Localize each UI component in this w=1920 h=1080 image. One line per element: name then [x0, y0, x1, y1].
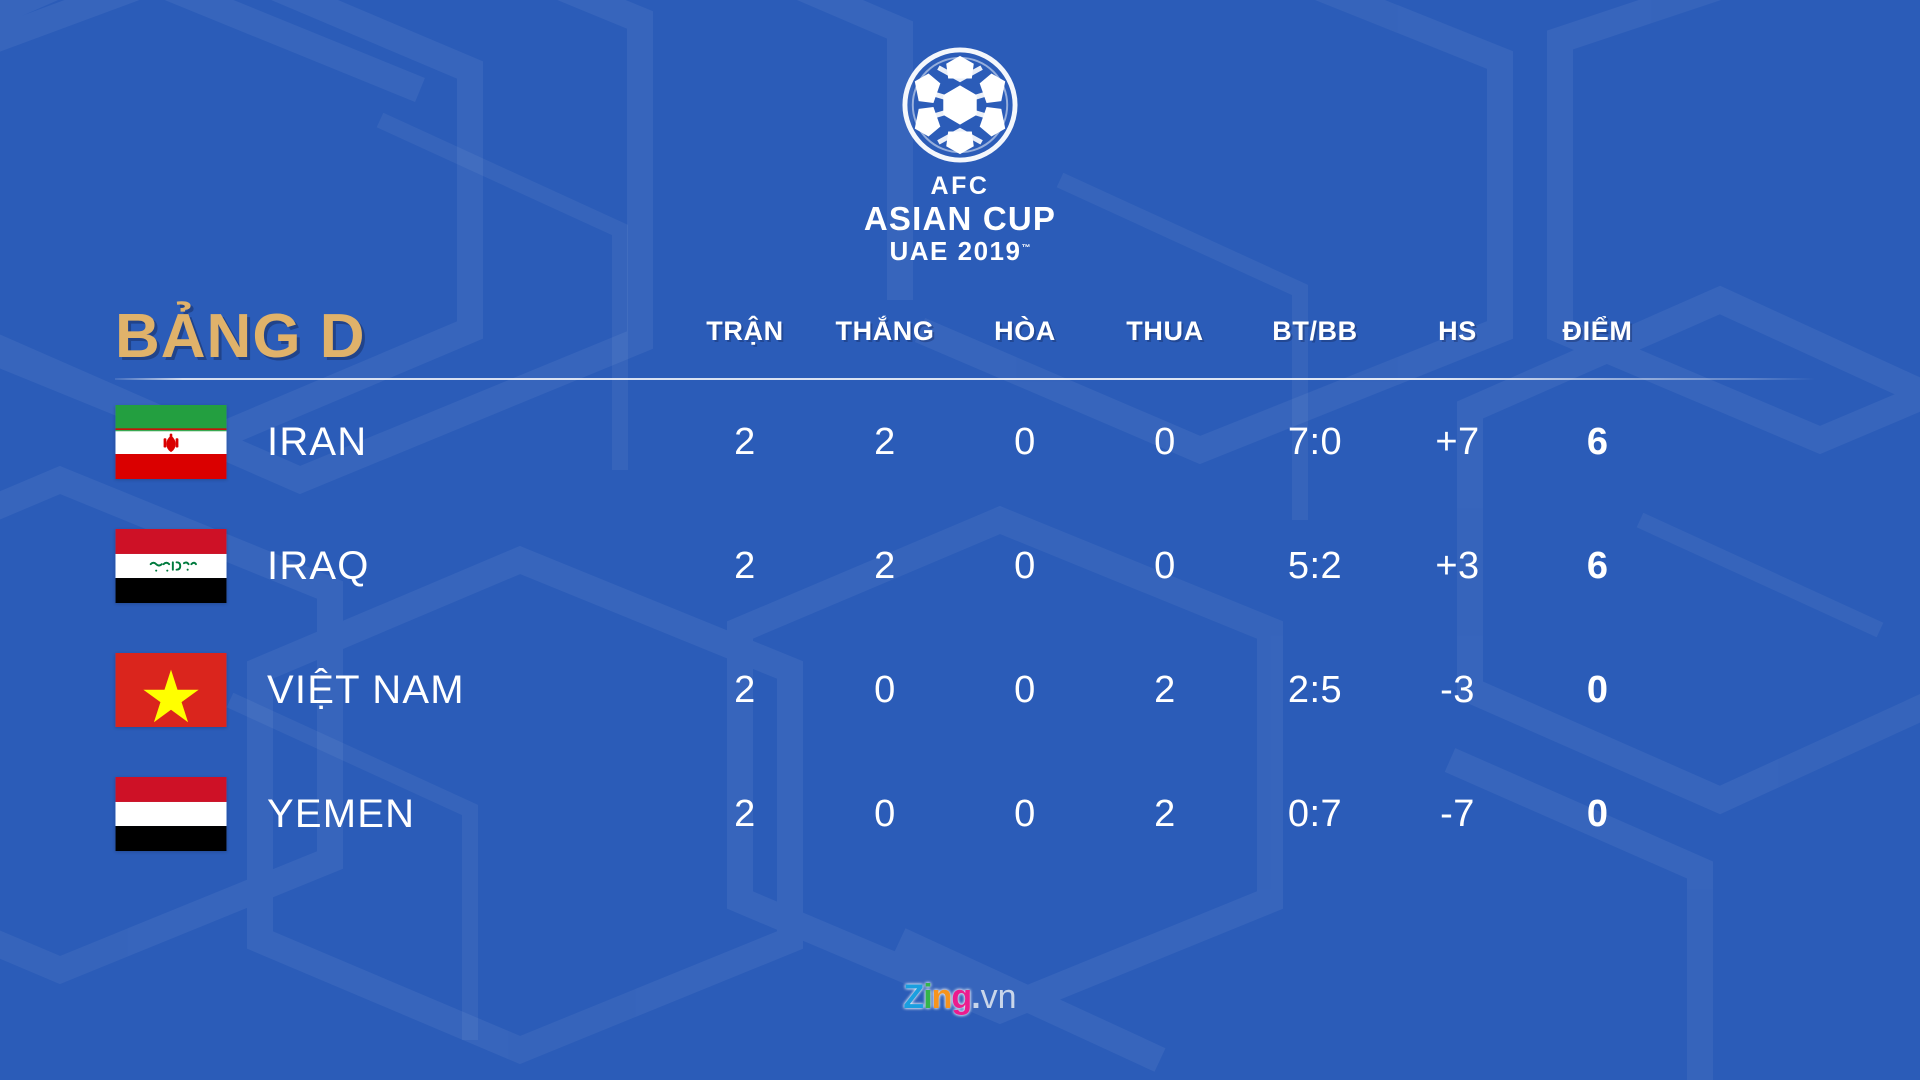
group-title-cell: BẢNG D — [115, 300, 675, 368]
cell-played: 2 — [734, 668, 756, 711]
zing-letter-z: Z — [903, 978, 924, 1016]
cell-drawn: 0 — [1014, 792, 1036, 835]
cell-goals: 0:7 — [1287, 792, 1343, 835]
cell-won: 2 — [874, 420, 896, 463]
table-header-row: BẢNG D TRẬN THẮNG HÒA THUA BT/BB HS ĐIỂM — [115, 300, 1815, 368]
cell-won: 0 — [874, 668, 896, 711]
flag-yemen-icon — [115, 777, 227, 851]
cell-lost: 2 — [1154, 792, 1176, 835]
soccer-ball-icon — [902, 47, 1018, 163]
column-header-diff: HS — [1438, 315, 1477, 346]
cell-played: 2 — [734, 792, 756, 835]
zing-letter-i: i — [923, 978, 933, 1016]
table-row[interactable]: IRAN 2 2 0 0 7:0 +7 6 — [115, 380, 1815, 504]
cell-lost: 2 — [1154, 668, 1176, 711]
column-header-goals: BT/BB — [1272, 315, 1358, 346]
trademark-symbol: ™ — [1021, 242, 1031, 253]
column-header-played: TRẬN — [706, 315, 784, 346]
zing-watermark: Zing.vn — [0, 980, 1920, 1014]
cell-goals: 7:0 — [1287, 420, 1343, 463]
tournament-logo: AFC ASIAN CUP UAE 2019™ — [864, 46, 1056, 264]
zing-letter-g: g — [951, 978, 972, 1016]
flag-iraq-icon — [115, 529, 227, 603]
cell-points: 6 — [1586, 544, 1609, 587]
cell-lost: 0 — [1154, 420, 1176, 463]
flag-vietnam-icon — [115, 653, 227, 727]
page-title: BẢNG D — [115, 302, 366, 372]
column-header-lost: THUA — [1126, 315, 1204, 346]
team-name: IRAQ — [267, 543, 370, 588]
table-row[interactable]: IRAQ 2 2 0 0 5:2 +3 6 — [115, 504, 1815, 628]
cell-diff: -7 — [1440, 792, 1475, 835]
logo-line-asian-cup: ASIAN CUP — [863, 200, 1057, 237]
table-row[interactable]: VIỆT NAM 2 0 0 2 2:5 -3 0 — [115, 628, 1815, 752]
cell-points: 0 — [1586, 668, 1609, 711]
cell-lost: 0 — [1154, 544, 1176, 587]
cell-diff: +7 — [1435, 420, 1480, 463]
zing-tld: vn — [980, 978, 1017, 1016]
cell-goals: 5:2 — [1287, 544, 1343, 587]
flag-iran-icon — [115, 405, 227, 479]
zing-letter-n: n — [931, 978, 953, 1016]
team-name: VIỆT NAM — [267, 667, 465, 712]
cell-played: 2 — [734, 544, 756, 587]
column-header-won: THẮNG — [835, 315, 935, 346]
zing-logo: Zing.vn — [903, 980, 1016, 1014]
table-row[interactable]: YEMEN 2 0 0 2 0:7 -7 0 — [115, 752, 1815, 876]
cell-drawn: 0 — [1014, 420, 1036, 463]
column-header-points: ĐIỂM — [1562, 315, 1633, 346]
zing-dot: . — [971, 978, 981, 1016]
team-cell: IRAN — [115, 405, 675, 479]
team-cell: VIỆT NAM — [115, 653, 675, 727]
cell-points: 6 — [1586, 420, 1609, 463]
cell-played: 2 — [734, 420, 756, 463]
cell-diff: +3 — [1435, 544, 1480, 587]
cell-points: 0 — [1586, 792, 1609, 835]
cell-won: 2 — [874, 544, 896, 587]
team-name: YEMEN — [267, 791, 416, 836]
header-divider — [115, 378, 1815, 380]
column-header-drawn: HÒA — [994, 315, 1056, 346]
logo-line-afc: AFC — [930, 172, 990, 200]
logo-line-uae-2019: UAE 2019™ — [889, 236, 1031, 266]
cell-drawn: 0 — [1014, 668, 1036, 711]
cell-won: 0 — [874, 792, 896, 835]
team-cell: IRAQ — [115, 529, 675, 603]
team-name: IRAN — [267, 419, 368, 464]
cell-drawn: 0 — [1014, 544, 1036, 587]
standings-table: BẢNG D TRẬN THẮNG HÒA THUA BT/BB HS ĐIỂM — [115, 300, 1815, 876]
cell-goals: 2:5 — [1287, 668, 1343, 711]
team-cell: YEMEN — [115, 777, 675, 851]
cell-diff: -3 — [1440, 668, 1475, 711]
